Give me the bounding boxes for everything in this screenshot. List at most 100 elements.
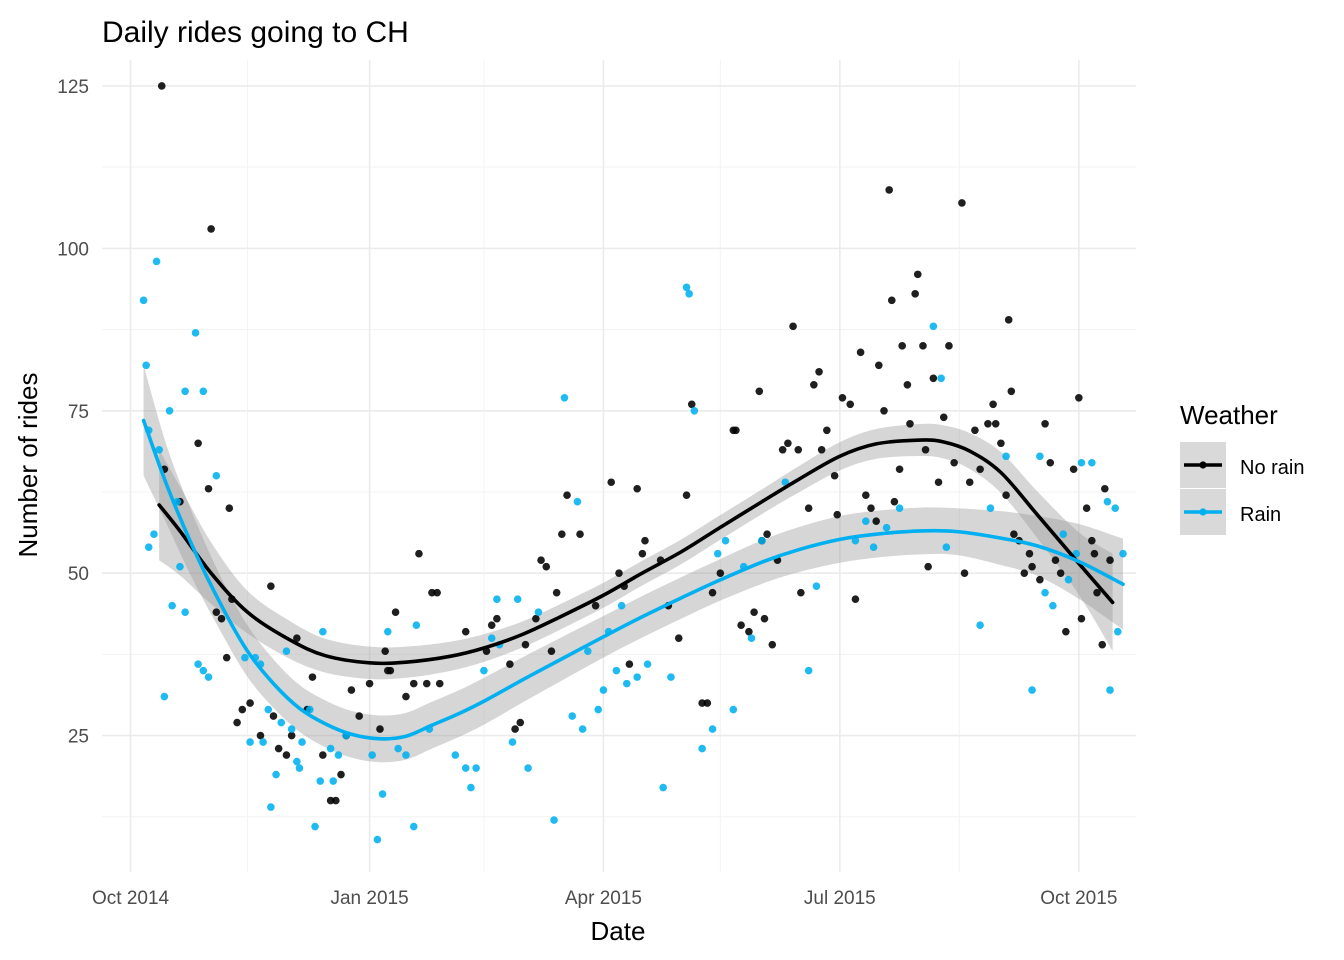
point-no-rain xyxy=(433,588,441,597)
legend-item-no-rain: No rain xyxy=(1180,442,1304,488)
point-no-rain xyxy=(376,725,384,733)
point-rain xyxy=(1106,686,1114,694)
legend: Weather No rain Rain xyxy=(1180,400,1304,535)
point-rain xyxy=(241,653,249,662)
point-no-rain xyxy=(778,445,787,454)
point-rain xyxy=(316,777,325,785)
point-rain xyxy=(139,296,148,305)
point-rain xyxy=(1028,686,1036,694)
point-rain xyxy=(472,764,480,772)
point-no-rain xyxy=(625,660,634,668)
point-rain xyxy=(295,764,304,772)
point-no-rain xyxy=(1020,569,1029,577)
point-no-rain xyxy=(274,744,283,753)
point-rain xyxy=(747,634,756,642)
point-rain xyxy=(298,738,306,746)
point-no-rain xyxy=(856,348,865,357)
point-no-rain xyxy=(1090,549,1099,558)
point-no-rain xyxy=(682,491,691,500)
point-no-rain xyxy=(1051,556,1060,564)
point-rain xyxy=(368,751,376,759)
point-no-rain xyxy=(563,491,571,500)
point-rain xyxy=(412,621,421,629)
point-rain xyxy=(524,764,532,772)
point-rain xyxy=(578,725,587,733)
point-no-rain xyxy=(708,588,717,597)
point-no-rain xyxy=(1106,556,1114,564)
point-no-rain xyxy=(212,608,221,616)
point-rain xyxy=(1111,504,1120,513)
point-rain xyxy=(513,595,522,603)
point-rain xyxy=(480,666,488,675)
point-no-rain xyxy=(337,770,345,779)
point-no-rain xyxy=(815,368,823,376)
point-rain xyxy=(929,322,938,331)
point-no-rain xyxy=(521,640,530,649)
point-no-rain xyxy=(1101,484,1109,493)
point-no-rain xyxy=(887,296,896,305)
point-no-rain xyxy=(402,692,410,701)
point-no-rain xyxy=(552,588,561,597)
y-tick-label: 75 xyxy=(68,402,89,423)
point-rain xyxy=(573,497,582,506)
point-no-rain xyxy=(929,374,938,383)
point-no-rain xyxy=(989,400,997,409)
point-no-rain xyxy=(386,666,395,675)
point-no-rain xyxy=(267,582,275,590)
point-no-rain xyxy=(1077,614,1086,623)
point-no-rain xyxy=(415,549,423,558)
point-rain xyxy=(493,595,501,603)
x-axis-title: Date xyxy=(591,916,646,946)
point-no-rain xyxy=(867,504,875,513)
point-no-rain xyxy=(991,419,1000,428)
point-no-rain xyxy=(737,621,745,629)
point-rain xyxy=(534,608,543,616)
point-no-rain xyxy=(532,614,540,623)
point-no-rain xyxy=(194,439,202,448)
point-rain xyxy=(326,744,335,753)
point-rain xyxy=(869,543,878,551)
point-rain xyxy=(1049,601,1057,610)
point-rain xyxy=(277,718,286,727)
point-no-rain xyxy=(511,725,519,733)
point-no-rain xyxy=(898,342,906,350)
point-no-rain xyxy=(750,608,758,616)
chart-title: Daily rides going to CH xyxy=(102,16,409,49)
point-no-rain xyxy=(282,751,291,759)
point-no-rain xyxy=(934,478,943,487)
point-rain xyxy=(181,387,189,396)
point-no-rain xyxy=(204,484,213,493)
point-no-rain xyxy=(435,679,444,688)
point-no-rain xyxy=(1075,393,1083,402)
point-no-rain xyxy=(851,595,860,603)
point-no-rain xyxy=(716,569,725,577)
point-no-rain xyxy=(1069,465,1078,474)
point-rain xyxy=(862,517,870,526)
y-tick-label: 50 xyxy=(68,564,89,585)
point-rain xyxy=(155,445,163,454)
point-no-rain xyxy=(913,270,922,279)
point-no-rain xyxy=(1041,419,1049,428)
x-tick-label: Jul 2015 xyxy=(804,888,876,909)
point-no-rain xyxy=(1062,627,1070,636)
point-no-rain xyxy=(976,465,984,474)
point-rain xyxy=(882,523,891,532)
point-rain xyxy=(293,757,301,766)
point-no-rain xyxy=(817,445,826,454)
point-rain xyxy=(168,601,176,610)
point-no-rain xyxy=(1082,504,1091,513)
point-no-rain xyxy=(233,718,241,727)
y-tick-labels: 25 50 75 100 125 xyxy=(57,77,89,748)
y-tick-label: 100 xyxy=(57,239,89,260)
point-no-rain xyxy=(965,478,974,487)
legend-item-rain: Rain xyxy=(1180,489,1281,535)
legend-label-rain: Rain xyxy=(1240,504,1281,526)
point-rain xyxy=(306,705,314,714)
y-tick-label: 25 xyxy=(68,727,89,748)
major-gridlines xyxy=(102,60,1136,872)
point-no-rain xyxy=(1036,575,1044,584)
point-rain xyxy=(895,504,904,513)
point-rain xyxy=(402,751,410,759)
point-rain xyxy=(409,822,418,831)
